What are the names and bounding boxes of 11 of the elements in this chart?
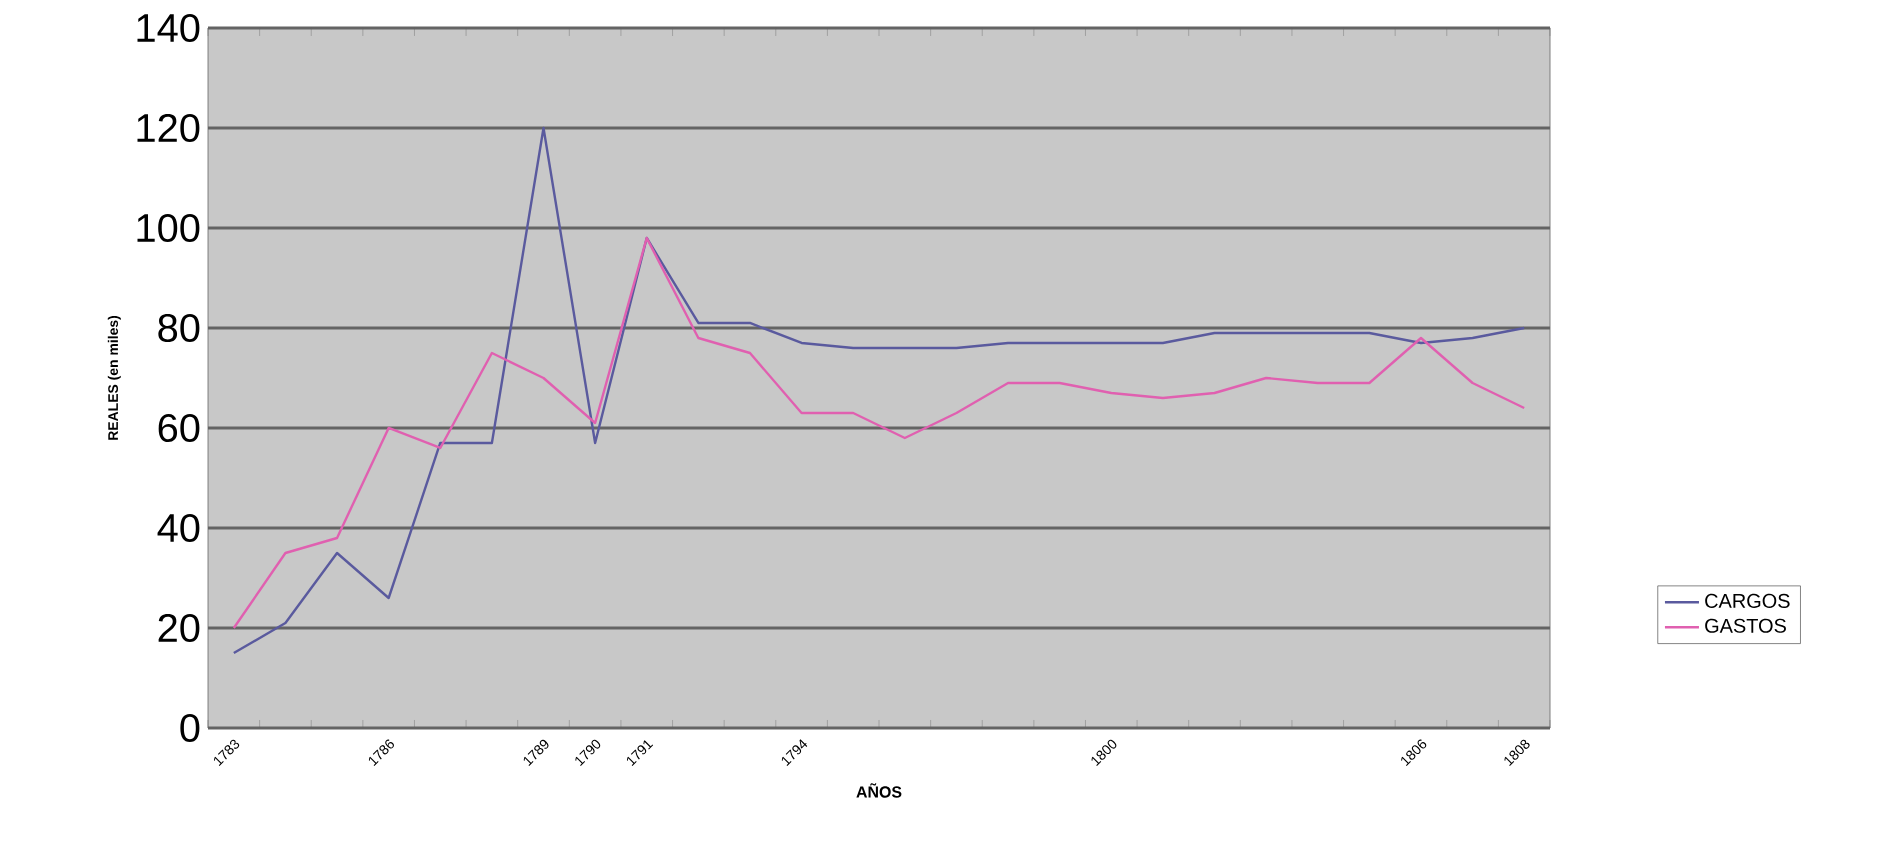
- y-tick-label: 0: [180, 713, 200, 743]
- y-tick-label: 120: [137, 113, 200, 143]
- legend-label: CARGOS: [1705, 593, 1790, 608]
- line-series: [232, 236, 1526, 630]
- y-tick-label: 40: [157, 513, 200, 543]
- y-tick-label: 80: [158, 313, 200, 343]
- y-tick-label: 20: [158, 613, 200, 643]
- y-tick-label: 140: [137, 13, 200, 43]
- y-tick-label: 100: [137, 213, 200, 243]
- legend-label: GASTOS: [1705, 618, 1786, 633]
- y-tick-label: 60: [158, 413, 200, 443]
